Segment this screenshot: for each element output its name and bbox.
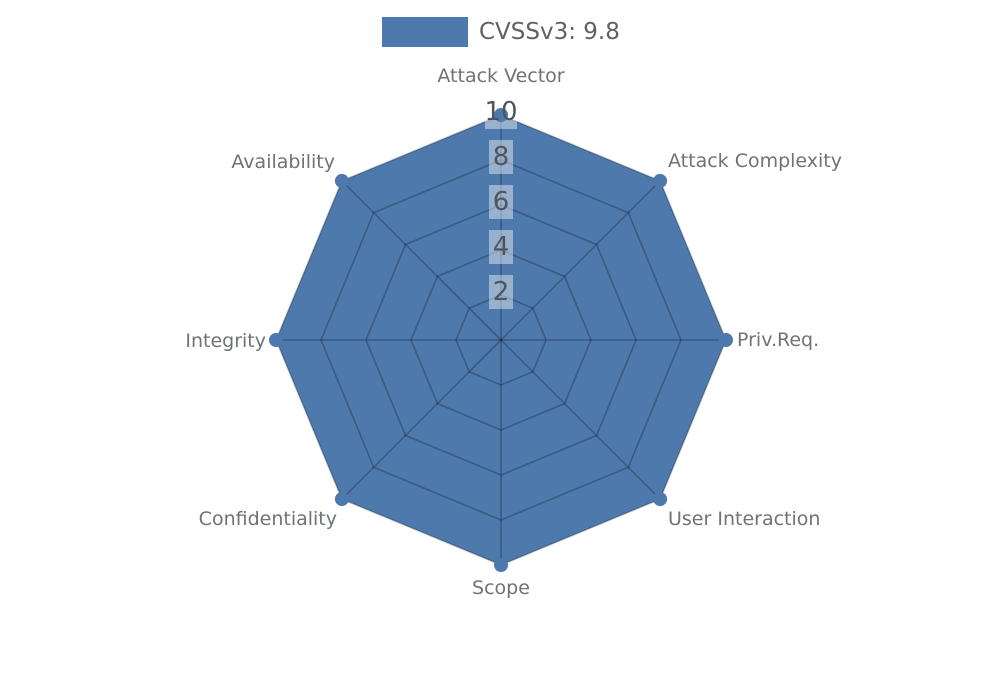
tick-label-box bbox=[489, 140, 513, 174]
vertex-marker bbox=[269, 333, 283, 347]
grid-spoke bbox=[341, 339, 502, 500]
axis-label: Availability bbox=[231, 151, 335, 173]
axis-label: Priv.Req. bbox=[737, 329, 819, 351]
axis-label-layer: Attack Vector Attack Complexity Priv.Req. U… bbox=[185, 65, 842, 599]
tick-label-box bbox=[489, 185, 513, 219]
tick-label-box bbox=[489, 230, 513, 264]
legend-swatch bbox=[382, 17, 468, 47]
grid-ring bbox=[320, 159, 682, 521]
legend-label: CVSSv3: 9.8 bbox=[479, 19, 620, 45]
vertex-marker bbox=[334, 173, 349, 188]
vertex-marker bbox=[494, 558, 508, 572]
tick-label: 2 bbox=[493, 277, 510, 307]
grid-spoke bbox=[500, 339, 661, 500]
axis-label: Attack Complexity bbox=[668, 150, 842, 172]
radar-area bbox=[276, 115, 726, 565]
vertex-marker bbox=[494, 108, 508, 122]
tick-label: 4 bbox=[493, 232, 510, 262]
vertex-marker bbox=[334, 492, 349, 507]
vertex-marker bbox=[719, 333, 733, 347]
grid-spoke bbox=[341, 180, 502, 341]
grid-ring bbox=[455, 294, 547, 386]
grid-ring bbox=[365, 204, 637, 476]
axis-label: User Interaction bbox=[668, 508, 820, 530]
tick-label: 8 bbox=[493, 142, 510, 172]
tick-label-layer: 2 4 6 8 10 bbox=[484, 97, 517, 307]
axis-label: Confidentiality bbox=[199, 508, 337, 530]
tick-label: 10 bbox=[484, 97, 517, 127]
axis-label: Attack Vector bbox=[437, 65, 564, 87]
axis-label: Scope bbox=[472, 577, 530, 599]
tick-box-layer bbox=[485, 95, 517, 309]
tick-label: 6 bbox=[493, 187, 510, 217]
legend: CVSSv3: 9.8 bbox=[382, 17, 620, 47]
marker-layer bbox=[269, 108, 733, 572]
vertex-marker bbox=[653, 492, 668, 507]
vertex-marker bbox=[653, 173, 668, 188]
tick-label-box bbox=[489, 275, 513, 309]
axis-label: Integrity bbox=[185, 330, 266, 352]
grid-ring bbox=[410, 249, 592, 431]
grid-spoke bbox=[500, 180, 661, 341]
